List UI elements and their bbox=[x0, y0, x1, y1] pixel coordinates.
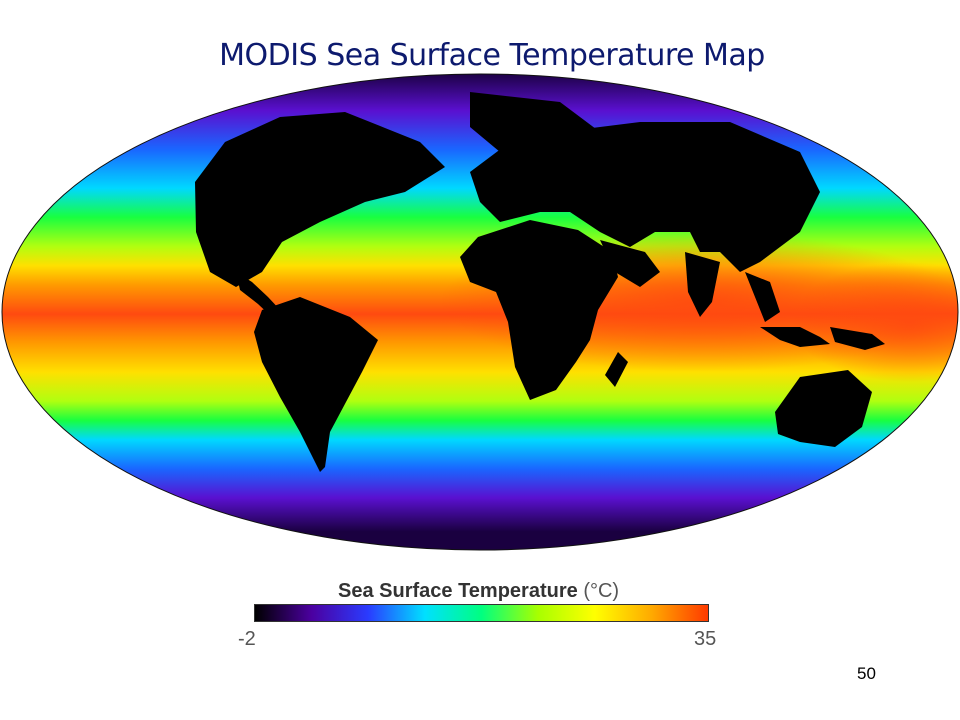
legend-title: Sea Surface Temperature (°C) bbox=[338, 580, 619, 603]
landmasses bbox=[195, 92, 885, 472]
indian-subcontinent-landmass bbox=[685, 252, 720, 317]
legend-title-text: Sea Surface Temperature bbox=[338, 580, 578, 602]
arabian-peninsula-landmass bbox=[600, 240, 660, 287]
legend-min-label: -2 bbox=[238, 628, 256, 650]
europe-asia-landmass bbox=[470, 122, 820, 272]
southeast-asia-landmass bbox=[745, 272, 780, 322]
legend-max-label: 35 bbox=[694, 628, 717, 650]
slide-title: MODIS Sea Surface Temperature Map bbox=[219, 38, 765, 73]
australia-landmass bbox=[775, 370, 872, 447]
madagascar-landmass bbox=[605, 352, 628, 387]
globe-outline bbox=[1, 73, 959, 551]
south-america-landmass bbox=[254, 297, 378, 472]
new-guinea-landmass bbox=[830, 327, 885, 350]
west-pacific-warm-pool bbox=[790, 262, 958, 382]
indonesia-islands-landmass bbox=[760, 327, 830, 347]
africa-landmass bbox=[460, 220, 618, 400]
sst-map bbox=[0, 72, 960, 556]
legend-color-bar bbox=[254, 604, 709, 622]
north-america-landmass bbox=[195, 112, 445, 287]
legend-unit: (°C) bbox=[583, 580, 620, 602]
page-number: 50 bbox=[857, 664, 876, 683]
